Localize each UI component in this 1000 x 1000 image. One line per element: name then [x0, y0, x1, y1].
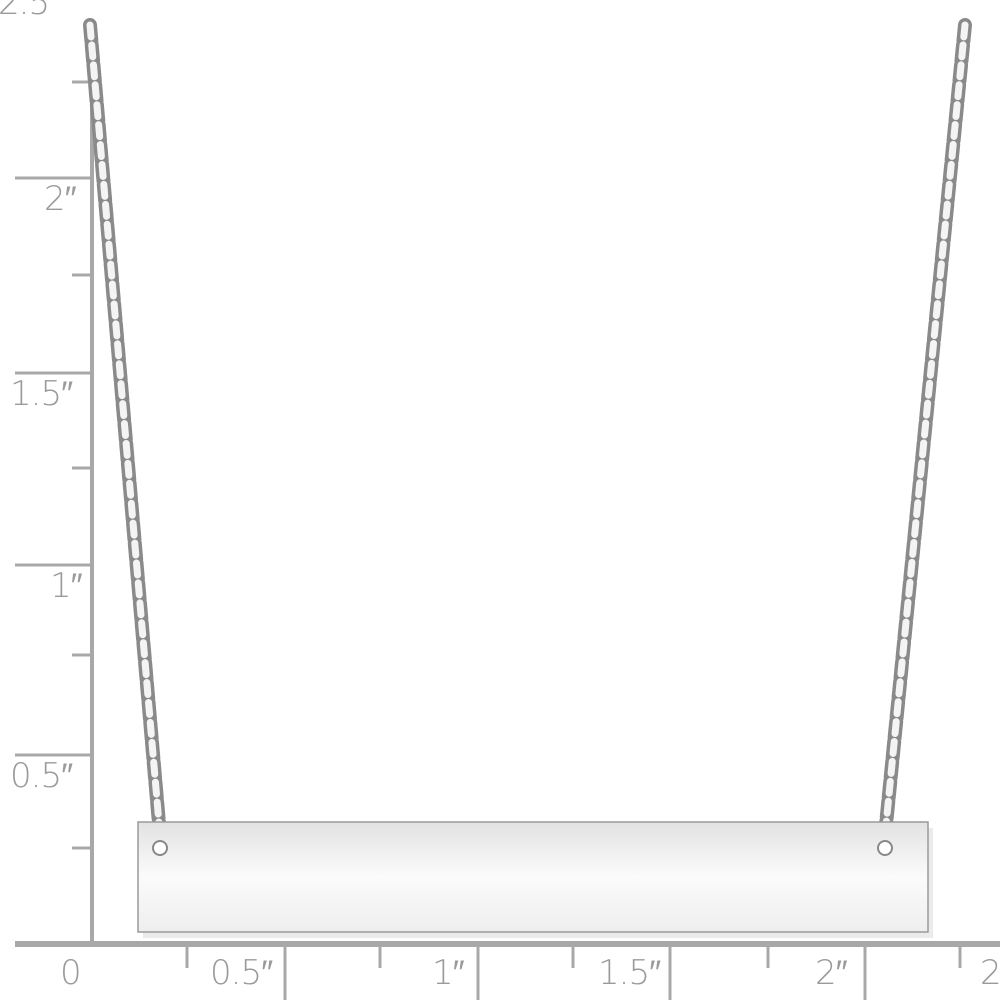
horizontal-label-0-5: 0.5″ [210, 953, 273, 993]
vertical-ruler-ticks [15, 80, 92, 850]
horizontal-label-1-5: 1.5″ [598, 953, 661, 993]
horizontal-label-0: 0 [60, 953, 82, 993]
vertical-label-1-5: 1.5″ [10, 374, 73, 414]
ruler [15, 25, 1000, 1000]
chain [83, 18, 972, 842]
horizontal-label-2-cut: 2 [980, 953, 1000, 993]
vertical-label-2: 2″ [44, 179, 77, 219]
vertical-label-0-5: 0.5″ [10, 756, 73, 796]
vertical-label-1: 1″ [50, 566, 83, 606]
horizontal-ruler-ticks [185, 944, 962, 1000]
bar-pendant [137, 821, 933, 938]
vertical-label-2-5: 2.5″ [0, 0, 61, 23]
horizontal-label-2: 2″ [815, 953, 848, 993]
horizontal-label-1: 1″ [432, 953, 465, 993]
